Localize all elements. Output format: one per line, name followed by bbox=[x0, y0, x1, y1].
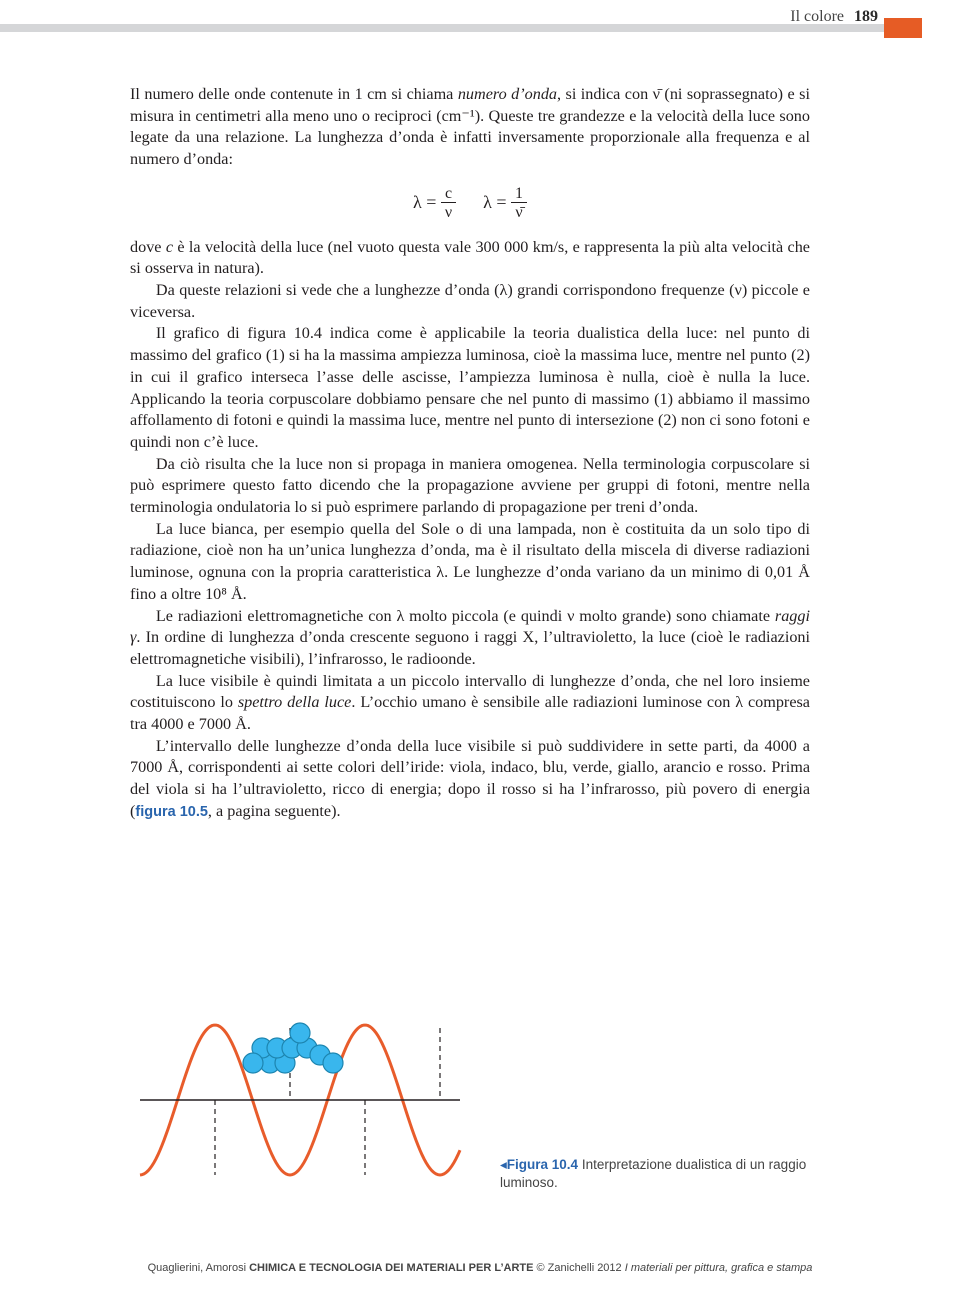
equation-block: λ = cν λ = 1ν̄ bbox=[130, 185, 810, 223]
para-4: Il grafico di figura 10.4 indica come è … bbox=[130, 323, 810, 453]
running-head: Il colore 189 bbox=[790, 8, 878, 26]
figure-caption: ◂Figura 10.4 Interpretazione dualistica … bbox=[500, 1156, 810, 1191]
page-footer: Quaglierini, Amorosi CHIMICA E TECNOLOGI… bbox=[0, 1262, 960, 1274]
para-8: La luce visibile è quindi limitata a un … bbox=[130, 671, 810, 736]
para-7: Le radiazioni elettromagnetiche con λ mo… bbox=[130, 606, 810, 671]
footer-title: CHIMICA E TECNOLOGIA DEI MATERIALI PER L… bbox=[249, 1262, 533, 1274]
body-text: Il numero delle onde contenute in 1 cm s… bbox=[130, 84, 810, 823]
figure-ref-10-5: figura 10.5 bbox=[135, 804, 208, 820]
footer-copyright: © Zanichelli 2012 bbox=[533, 1262, 624, 1274]
header-accent-box bbox=[884, 18, 922, 38]
para-3: Da queste relazioni si vede che a lunghe… bbox=[130, 280, 810, 323]
footer-subtitle: I materiali per pittura, grafica e stamp… bbox=[625, 1262, 813, 1274]
header-rule bbox=[0, 24, 888, 32]
chapter-title: Il colore bbox=[790, 8, 844, 25]
para-9: L’intervallo delle lunghezze d’onda dell… bbox=[130, 736, 810, 823]
figure-10-4 bbox=[130, 1000, 480, 1210]
para-1: Il numero delle onde contenute in 1 cm s… bbox=[130, 84, 810, 171]
figure-label: Figura 10.4 bbox=[507, 1157, 578, 1172]
para-2: dove c è la velocità della luce (nel vuo… bbox=[130, 237, 810, 280]
para-6: La luce bianca, per esempio quella del S… bbox=[130, 519, 810, 606]
caption-arrow-icon: ◂ bbox=[500, 1157, 507, 1172]
page-number: 189 bbox=[854, 8, 878, 25]
para-5: Da ciò risulta che la luce non si propag… bbox=[130, 454, 810, 519]
footer-authors: Quaglierini, Amorosi bbox=[148, 1262, 246, 1274]
